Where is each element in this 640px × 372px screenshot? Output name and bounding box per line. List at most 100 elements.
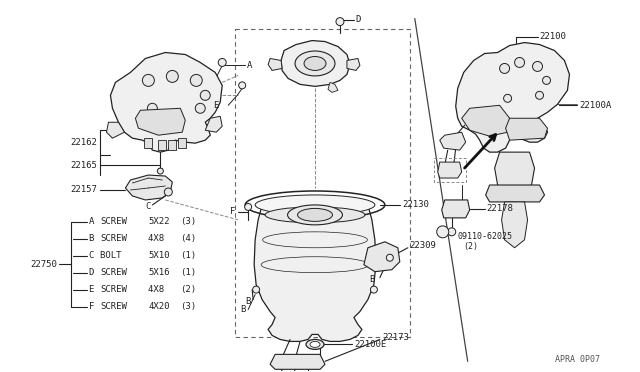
Text: SCREW: SCREW [100,268,127,277]
Text: B: B [240,305,246,314]
Circle shape [532,61,543,71]
Circle shape [543,76,550,84]
Text: 22173: 22173 [382,333,409,342]
Text: SCREW: SCREW [100,217,127,227]
Circle shape [436,226,449,238]
Text: 5X22: 5X22 [148,217,170,227]
Bar [145,138,152,148]
Polygon shape [495,152,534,192]
Circle shape [190,74,202,86]
Text: F: F [230,208,235,217]
Text: C: C [88,251,94,260]
Polygon shape [438,162,461,178]
Polygon shape [111,52,222,152]
Circle shape [244,203,252,211]
Text: 5X10: 5X10 [148,251,170,260]
Circle shape [200,90,210,100]
Bar [179,138,186,148]
Text: 22157: 22157 [70,186,97,195]
Polygon shape [440,132,466,150]
Text: SCREW: SCREW [100,302,127,311]
Text: B: B [88,234,94,243]
Polygon shape [502,202,527,248]
Text: (2): (2) [180,285,196,294]
Bar [235,29,410,337]
Bar [168,140,176,150]
Polygon shape [270,355,325,369]
Circle shape [147,103,157,113]
Circle shape [448,228,456,236]
Circle shape [504,94,511,102]
Text: 5X16: 5X16 [148,268,170,277]
Polygon shape [347,58,360,70]
Circle shape [166,70,179,82]
Text: E: E [88,285,94,294]
Polygon shape [205,116,222,132]
Text: BOLT: BOLT [100,251,127,260]
Text: 4X20: 4X20 [148,302,170,311]
Ellipse shape [255,195,375,215]
Text: E: E [213,101,218,110]
Polygon shape [461,105,509,136]
Circle shape [500,64,509,73]
Circle shape [536,92,543,99]
Bar [434,158,466,182]
Text: 22750: 22750 [31,260,58,269]
Polygon shape [125,175,172,200]
Polygon shape [281,41,350,86]
Text: B: B [246,297,251,306]
Circle shape [164,188,172,196]
Text: 22100A: 22100A [579,101,612,110]
Polygon shape [328,82,338,92]
Ellipse shape [306,339,324,349]
Polygon shape [442,200,470,218]
Text: APRA 0P07: APRA 0P07 [556,355,600,364]
Polygon shape [136,108,186,135]
Polygon shape [268,58,282,70]
Circle shape [157,168,163,174]
Text: (1): (1) [180,251,196,260]
Circle shape [218,58,226,67]
Ellipse shape [310,341,320,347]
Circle shape [253,286,260,293]
Polygon shape [254,205,376,341]
Text: 4X8: 4X8 [148,234,170,243]
Text: D: D [355,15,360,24]
Circle shape [195,103,205,113]
Circle shape [336,17,344,26]
Text: C: C [146,202,151,211]
Ellipse shape [265,207,365,223]
Text: (2): (2) [464,242,479,251]
Text: A: A [247,61,253,70]
Text: (3): (3) [180,217,196,227]
Ellipse shape [287,205,342,225]
Text: D: D [88,268,94,277]
Text: 4X8: 4X8 [148,285,170,294]
Circle shape [239,82,246,89]
Circle shape [387,254,394,261]
Text: 09110-62025: 09110-62025 [458,232,513,241]
Circle shape [142,74,154,86]
Text: B: B [440,227,445,236]
Text: SCREW: SCREW [100,234,127,243]
Ellipse shape [298,208,332,221]
Text: 22162: 22162 [70,138,97,147]
Text: 22130: 22130 [402,201,429,209]
Text: 22309: 22309 [410,241,436,250]
Text: A: A [88,217,94,227]
Text: 22100E: 22100E [354,340,386,349]
Text: (4): (4) [180,234,196,243]
Polygon shape [486,185,545,202]
Text: 22165: 22165 [70,161,97,170]
Text: F: F [88,302,94,311]
Text: (1): (1) [180,268,196,277]
Ellipse shape [304,57,326,70]
Text: 22178: 22178 [486,205,513,214]
Polygon shape [106,122,124,138]
Text: 22100: 22100 [540,32,566,41]
Bar [158,140,166,150]
Circle shape [371,286,378,293]
Text: B: B [369,275,375,284]
Text: (3): (3) [180,302,196,311]
Ellipse shape [295,51,335,76]
